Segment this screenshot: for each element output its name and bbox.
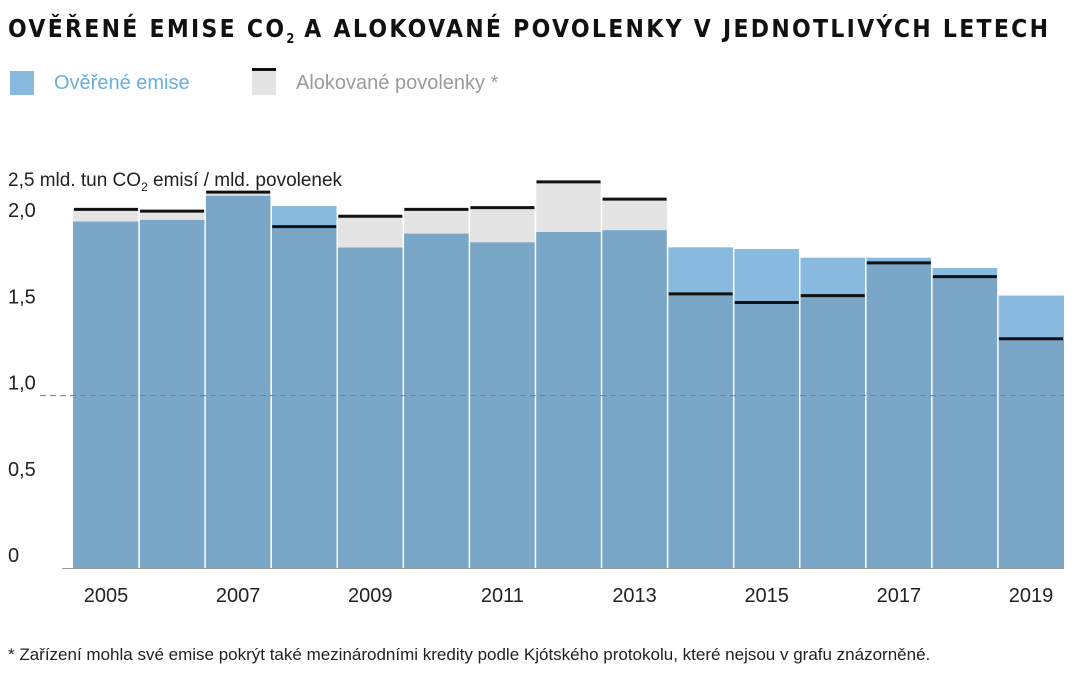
y-tick-label: 0,5 [8, 459, 36, 481]
y-tick-label: 1,5 [8, 286, 36, 308]
emissions-base-bar-2012 [535, 231, 602, 568]
title-main: OVĚŘENÉ EMISE CO [8, 14, 287, 43]
y-tick-label: 0 [8, 545, 19, 567]
y-tick-label: 1,0 [8, 373, 36, 395]
legend-label-allowances: Alokované povolenky * [296, 71, 499, 94]
x-tick-label: 2015 [744, 585, 789, 607]
legend-label-emissions: Ověřené emise [54, 71, 190, 94]
allowance-surplus-bar-2011 [469, 207, 536, 243]
y-axis-title-after: emisí / mld. povolenek [147, 170, 343, 191]
x-tick-label: 2019 [1009, 585, 1054, 607]
emissions-base-bar-2009 [337, 247, 404, 568]
emissions-over-allowance-bar-2015 [733, 249, 800, 303]
emissions-over-allowance-bar-2017 [865, 257, 932, 263]
emissions-base-bar-2014 [667, 293, 734, 568]
allowance-surplus-bar-2009 [337, 216, 404, 248]
x-tick-label: 2017 [877, 585, 922, 607]
emissions-base-bar-2019 [997, 338, 1064, 568]
x-tick-label: 2013 [612, 585, 657, 607]
footnote: * Zařízení mohla své emise pokrýt také m… [8, 645, 931, 664]
allowance-surplus-bar-2006 [139, 211, 206, 220]
emissions-base-bar-2005 [73, 221, 140, 568]
x-tick-label: 2007 [216, 585, 261, 607]
allowance-markers-group [74, 180, 1063, 341]
emissions-base-bar-2006 [139, 219, 206, 568]
allowance-surplus-bar-2013 [601, 199, 668, 231]
bars-group [73, 179, 1064, 568]
emissions-over-allowance-bar-2014 [667, 247, 734, 294]
allowance-surplus-bar-2005 [73, 209, 140, 222]
emissions-base-bar-2018 [931, 276, 998, 568]
allowance-surplus-bar-2007 [205, 192, 272, 196]
emissions-base-bar-2007 [205, 195, 272, 568]
emissions-over-allowance-bar-2008 [271, 205, 338, 227]
emissions-over-allowance-bar-2019 [997, 295, 1064, 339]
emissions-base-bar-2010 [403, 233, 470, 568]
y-axis-title: 2,5 mld. tun CO2 emisí / mld. povolenek [8, 170, 342, 194]
emissions-base-bar-2013 [601, 230, 668, 568]
x-tick-label: 2009 [348, 585, 393, 607]
allowance-surplus-bar-2012 [535, 181, 602, 232]
allowance-surplus-bar-2010 [403, 209, 470, 234]
legend-item-emissions: Ověřené emise [10, 68, 190, 98]
legend: Ověřené emise Alokované povolenky * [0, 68, 700, 98]
y-tick-label: 2,0 [8, 200, 36, 222]
emissions-base-bar-2011 [469, 242, 536, 568]
legend-swatch-marker [252, 68, 276, 71]
x-tick-label: 2005 [84, 585, 129, 607]
x-tick-labels: 2005 2007 2009 2011 2013 2015 2017 2019 [84, 585, 1053, 607]
emissions-base-bar-2017 [865, 262, 932, 568]
legend-item-allowances: Alokované povolenky * [252, 68, 498, 98]
y-axis-title-before: 2,5 mld. tun CO [8, 170, 142, 191]
emissions-base-bar-2008 [271, 226, 338, 568]
emissions-base-bar-2015 [733, 302, 800, 568]
legend-swatch-emissions [10, 71, 34, 95]
y-tick-labels: 0 0,5 1,0 1,5 2,0 [8, 200, 36, 567]
legend-swatch-allowances [252, 68, 276, 95]
emissions-over-allowance-bar-2018 [931, 268, 998, 277]
chart-title: OVĚŘENÉ EMISE CO2 A ALOKOVANÉ POVOLENKY … [8, 14, 1050, 47]
emissions-over-allowance-bar-2016 [799, 257, 866, 296]
x-tick-label: 2011 [481, 585, 524, 607]
title-rest: A ALOKOVANÉ POVOLENKY V JEDNOTLIVÝCH LET… [294, 14, 1051, 43]
emissions-base-bar-2016 [799, 295, 866, 568]
title-subscript: 2 [286, 32, 295, 47]
y-axis-title-subscript: 2 [141, 179, 148, 194]
